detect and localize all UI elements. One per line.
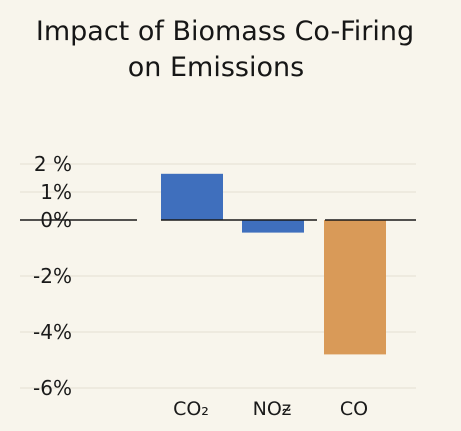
category-label: CO₂ [173,398,209,420]
y-tick-label: -4% [33,320,72,344]
bar [242,220,304,233]
chart-title-line-2: on Emissions [128,52,304,83]
category-label: CO [340,398,368,420]
chart-title-line-1: Impact of Biomass Co-Firing [36,16,414,47]
y-tick-label: 2 % [34,152,72,176]
category-label: NOᵶ [253,398,292,420]
y-tick-label: 1% [40,180,72,204]
bar [161,173,223,220]
axis: 2 %1%0%-2%-4%-6%CO₂ NOᵶ CO [20,152,416,420]
bars [161,173,386,355]
y-tick-label: -6% [33,376,72,400]
bar [324,220,386,355]
y-tick-label: -2% [33,264,72,288]
